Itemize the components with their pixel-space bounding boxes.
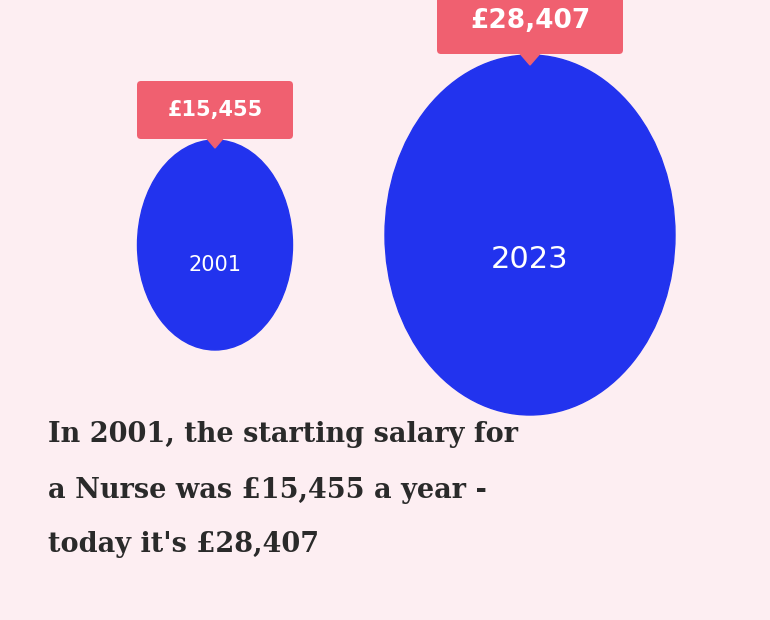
Text: £15,455: £15,455 (167, 100, 263, 120)
FancyBboxPatch shape (437, 0, 623, 54)
FancyBboxPatch shape (137, 81, 293, 139)
Polygon shape (517, 50, 543, 65)
Text: 2023: 2023 (491, 246, 569, 275)
Ellipse shape (385, 55, 675, 415)
Ellipse shape (138, 140, 293, 350)
Text: a Nurse was £15,455 a year -: a Nurse was £15,455 a year - (48, 477, 487, 503)
Text: 2001: 2001 (189, 255, 242, 275)
Text: today it's £28,407: today it's £28,407 (48, 531, 319, 559)
FancyBboxPatch shape (3, 3, 767, 617)
Text: £28,407: £28,407 (470, 8, 590, 34)
Text: In 2001, the starting salary for: In 2001, the starting salary for (48, 422, 518, 448)
Polygon shape (204, 135, 226, 148)
